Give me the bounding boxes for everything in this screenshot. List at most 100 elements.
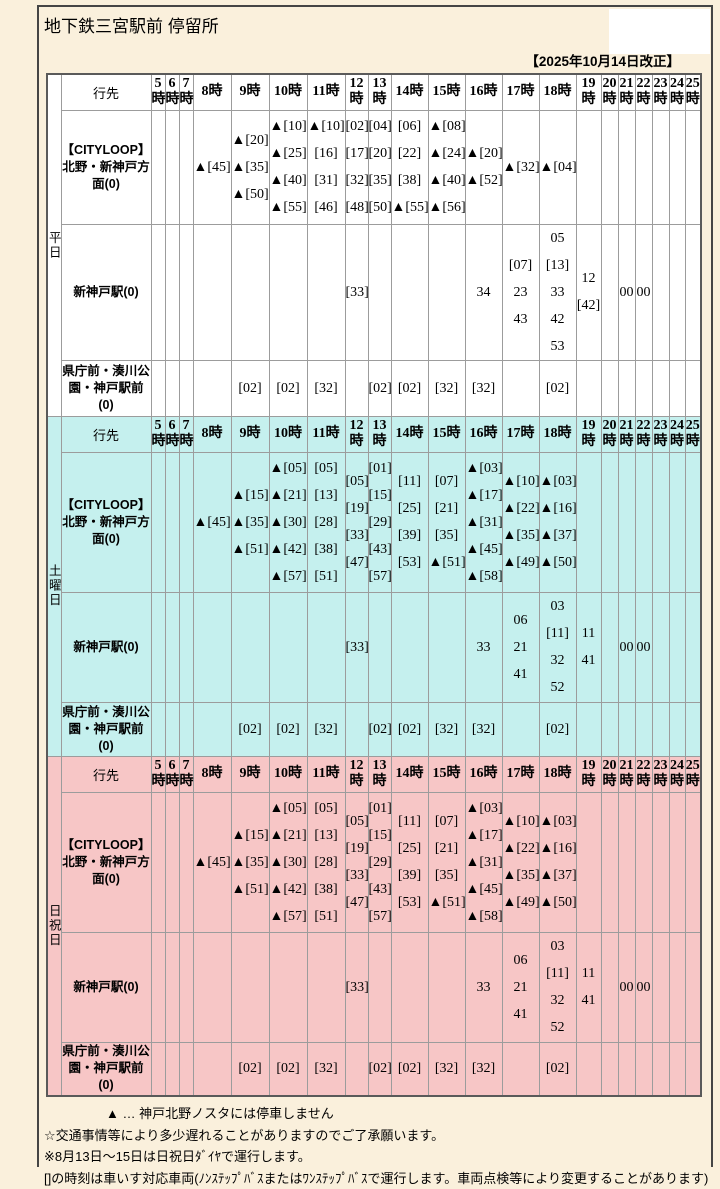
time-cell <box>391 224 428 360</box>
hour-header-2: 7時 <box>179 416 193 452</box>
hour-header-18: 23時 <box>652 416 669 452</box>
time-cell: ▲[10][16][31][46] <box>307 110 345 224</box>
time-entry: ▲[45] <box>194 154 231 181</box>
time-entry: [02] <box>369 716 391 743</box>
time-cell <box>669 110 685 224</box>
time-cell <box>601 360 618 416</box>
hour-header-20: 25時 <box>685 756 701 792</box>
hour-header-18: 23時 <box>652 74 669 110</box>
time-entry: 12 <box>577 265 601 292</box>
time-cell: ▲[15]▲[35]▲[51] <box>231 452 269 592</box>
time-cell: [33] <box>345 932 368 1042</box>
time-cell: ▲[20]▲[35]▲[50] <box>231 110 269 224</box>
time-cell: [02] <box>539 360 576 416</box>
time-entry: 21 <box>503 974 539 1001</box>
time-entry: ▲[35] <box>503 862 539 889</box>
timetable-row: 【CITYLOOP】北野・新神戸方面(0)▲[45]▲[15]▲[35]▲[51… <box>47 792 701 932</box>
time-entry: [35] <box>429 862 465 889</box>
destination-label: 【CITYLOOP】北野・新神戸方面(0) <box>61 452 151 592</box>
hour-header-2: 7時 <box>179 756 193 792</box>
time-cell: [02][17][32][48] <box>345 110 368 224</box>
time-cell <box>179 452 193 592</box>
time-cell <box>193 592 231 702</box>
time-entry: ▲[22] <box>503 495 539 522</box>
time-cell <box>307 224 345 360</box>
time-cell: ▲[03]▲[16]▲[37]▲[50] <box>539 452 576 592</box>
time-cell <box>576 452 601 592</box>
hour-header-19: 24時 <box>669 756 685 792</box>
time-cell: 33 <box>465 932 502 1042</box>
time-cell <box>151 592 165 702</box>
time-entry: [29] <box>369 849 391 876</box>
hour-header-12: 17時 <box>502 756 539 792</box>
timetable-row: 【CITYLOOP】北野・新神戸方面(0) ▲[45]▲[20]▲[35]▲[50… <box>47 110 701 224</box>
time-cell <box>601 592 618 702</box>
time-cell <box>193 1042 231 1096</box>
time-entry: [01] <box>369 795 391 822</box>
time-entry: [38] <box>392 167 428 194</box>
time-entry: 00 <box>619 279 635 306</box>
time-entry: [32] <box>308 1055 345 1082</box>
footnotes: ▲ … 神戸北野ノスタには停車しません☆交通事情等により多少遅れることがあります… <box>44 1103 711 1189</box>
time-entry: ▲[55] <box>270 194 307 221</box>
hour-header-14: 19時 <box>576 416 601 452</box>
time-cell <box>652 932 669 1042</box>
time-entry: [11] <box>392 808 428 835</box>
time-entry: ▲[03] <box>540 468 576 495</box>
time-cell <box>669 360 685 416</box>
time-cell: [32] <box>465 702 502 756</box>
time-entry: [21] <box>429 835 465 862</box>
time-cell <box>165 1042 179 1096</box>
hour-header-9: 14時 <box>391 416 428 452</box>
time-cell <box>151 702 165 756</box>
time-cell <box>652 110 669 224</box>
time-cell: [02] <box>269 360 307 416</box>
time-cell <box>669 592 685 702</box>
hour-header-1: 6時 <box>165 756 179 792</box>
time-cell <box>428 592 465 702</box>
time-entry: ▲[24] <box>429 140 465 167</box>
time-cell <box>601 932 618 1042</box>
hour-header-8: 13時 <box>368 416 391 452</box>
time-entry: 41 <box>503 661 539 688</box>
time-cell: [01][15][29][43][57] <box>368 452 391 592</box>
time-entry: [05] <box>308 455 345 482</box>
time-entry: [50] <box>369 194 391 221</box>
hour-header-8: 13時 <box>368 756 391 792</box>
time-entry: ▲[32] <box>503 154 539 181</box>
destination-line: 新神戸駅(0) <box>62 284 151 301</box>
time-cell: [05][19][33][47] <box>345 792 368 932</box>
time-cell: ▲[10]▲[25]▲[40]▲[55] <box>269 110 307 224</box>
time-cell: [32] <box>307 1042 345 1096</box>
time-cell <box>231 592 269 702</box>
time-entry: ▲[45] <box>194 849 231 876</box>
time-cell <box>502 702 539 756</box>
destination-label: 【CITYLOOP】北野・新神戸方面(0) <box>61 110 151 224</box>
hour-header-3: 8時 <box>193 74 231 110</box>
day-label-saturday: 土曜日 <box>47 416 61 756</box>
time-entry: ▲[21] <box>270 482 307 509</box>
time-entry: 00 <box>636 974 652 1001</box>
time-entry: [19] <box>346 835 368 862</box>
time-cell: 12[42] <box>576 224 601 360</box>
time-entry: [02] <box>270 716 307 743</box>
hour-header-19: 24時 <box>669 416 685 452</box>
destination-header: 行先 <box>61 416 151 452</box>
footnote: ▲ … 神戸北野ノスタには停車しません <box>44 1103 711 1125</box>
destination-header: 行先 <box>61 756 151 792</box>
time-cell <box>601 224 618 360</box>
time-cell <box>576 792 601 932</box>
time-entry: [33] <box>346 522 368 549</box>
time-entry: [32] <box>429 375 465 402</box>
time-entry: ▲[20] <box>232 127 269 154</box>
time-entry: [43] <box>369 536 391 563</box>
time-entry: [42] <box>577 292 601 319</box>
time-cell <box>618 792 635 932</box>
time-cell <box>165 702 179 756</box>
time-entry: ▲[05] <box>270 455 307 482</box>
time-cell <box>165 592 179 702</box>
time-cell: [07][21][35]▲[51] <box>428 792 465 932</box>
